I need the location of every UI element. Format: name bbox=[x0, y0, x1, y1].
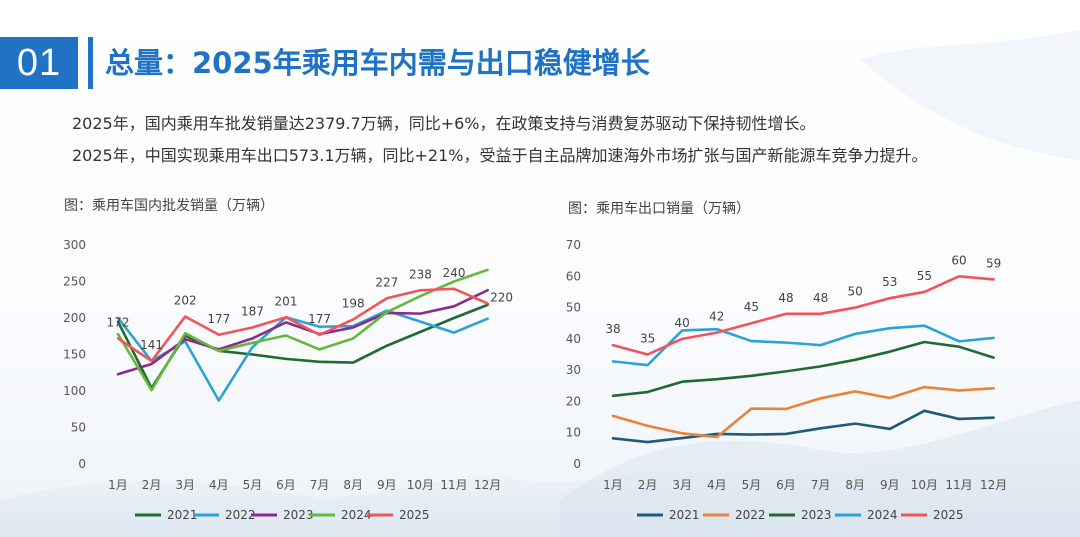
data-label: 35 bbox=[640, 332, 655, 346]
x-tick-label: 2月 bbox=[142, 478, 162, 492]
x-tick-label: 4月 bbox=[707, 478, 727, 492]
section-divider bbox=[88, 37, 93, 89]
data-label: 240 bbox=[443, 266, 466, 280]
x-tick-label: 3月 bbox=[175, 478, 195, 492]
y-tick-label: 50 bbox=[566, 301, 581, 315]
x-tick-label: 10月 bbox=[407, 478, 434, 492]
series-line-2025 bbox=[116, 287, 489, 363]
data-label: 48 bbox=[813, 291, 828, 305]
data-label: 50 bbox=[848, 285, 863, 299]
domestic-sales-chart: 0 50 100 150 200 250 300 1月 2月 3月 4月 5月 6月 7月 8月 9月 10月 1… bbox=[63, 238, 513, 522]
data-label: 220 bbox=[490, 290, 513, 304]
data-label: 38 bbox=[605, 322, 620, 336]
x-tick-label: 5月 bbox=[243, 478, 263, 492]
x-tick-label: 6月 bbox=[276, 478, 296, 492]
legend-label-2023: 2023 bbox=[801, 508, 832, 522]
data-label: 227 bbox=[375, 275, 398, 289]
x-tick-label: 9月 bbox=[377, 478, 397, 492]
data-label: 238 bbox=[409, 267, 432, 281]
x-tick-label: 11月 bbox=[945, 478, 972, 492]
x-tick-label: 2月 bbox=[638, 478, 658, 492]
y-tick-label: 300 bbox=[63, 238, 86, 252]
x-tick-label: 4月 bbox=[209, 478, 229, 492]
data-label: 55 bbox=[917, 269, 932, 283]
legend-label-2024: 2024 bbox=[867, 508, 898, 522]
legend-label-2021: 2021 bbox=[669, 508, 700, 522]
section-number: 01 bbox=[0, 37, 78, 89]
chart-title-domestic: 图：乘用车国内批发销量（万辆） bbox=[64, 198, 274, 214]
data-label: 59 bbox=[986, 256, 1001, 270]
data-label: 172 bbox=[107, 315, 130, 329]
data-label: 45 bbox=[744, 300, 759, 314]
y-tick-label: 30 bbox=[566, 363, 581, 377]
y-tick-label: 250 bbox=[63, 275, 86, 289]
summary-line-export: 2025年，中国实现乘用车出口573.1万辆，同比+21%，受益于自主品牌加速海… bbox=[72, 146, 928, 165]
data-label: 141 bbox=[140, 338, 163, 352]
data-label: 201 bbox=[275, 294, 298, 308]
x-tick-label: 1月 bbox=[603, 478, 623, 492]
series-line-2023 bbox=[611, 340, 995, 398]
y-tick-label: 60 bbox=[566, 269, 581, 283]
x-tick-label: 12月 bbox=[474, 478, 501, 492]
legend-label-2022: 2022 bbox=[735, 508, 766, 522]
x-tick-label: 1月 bbox=[108, 478, 128, 492]
data-label: 198 bbox=[342, 296, 365, 310]
data-label: 60 bbox=[951, 253, 966, 267]
y-tick-label: 100 bbox=[63, 384, 86, 398]
x-tick-label: 3月 bbox=[672, 478, 692, 492]
data-label: 40 bbox=[675, 316, 690, 330]
summary-line-domestic: 2025年，国内乘用车批发销量达2379.7万辆，同比+6%，在政策支持与消费复… bbox=[72, 114, 816, 133]
y-tick-label: 0 bbox=[573, 457, 581, 471]
legend-label-2025: 2025 bbox=[933, 508, 964, 522]
section-header: 01 总量：2025年乘用车内需与出口稳健增长 bbox=[0, 37, 1080, 89]
series-line-2025 bbox=[611, 274, 995, 356]
x-tick-label: 9月 bbox=[880, 478, 900, 492]
legend-label-2021: 2021 bbox=[167, 508, 198, 522]
export-sales-chart: 0 10 20 30 40 50 60 70 1月 2月 3月 4月 5月 6月 7月 8月 9月 10月 11月 1… bbox=[566, 238, 1008, 522]
chart-title-export: 图：乘用车出口销量（万辆） bbox=[568, 201, 750, 217]
x-tick-label: 10月 bbox=[911, 478, 938, 492]
series-line-2022 bbox=[611, 385, 995, 439]
x-tick-label: 7月 bbox=[811, 478, 831, 492]
legend-label-2024: 2024 bbox=[341, 508, 372, 522]
y-tick-label: 200 bbox=[63, 311, 86, 325]
y-tick-label: 10 bbox=[566, 426, 581, 440]
y-tick-label: 20 bbox=[566, 394, 581, 408]
series-line-2021 bbox=[611, 409, 995, 444]
y-tick-label: 0 bbox=[78, 457, 86, 471]
data-label: 42 bbox=[709, 310, 724, 324]
data-label: 53 bbox=[882, 275, 897, 289]
series-line-2024 bbox=[116, 268, 489, 392]
summary-text: 2025年，国内乘用车批发销量达2379.7万辆，同比+6%，在政策支持与消费复… bbox=[72, 112, 1062, 176]
y-tick-label: 50 bbox=[71, 421, 86, 435]
y-tick-label: 40 bbox=[566, 332, 581, 346]
series-line-2024 bbox=[611, 324, 995, 367]
x-tick-label: 8月 bbox=[343, 478, 363, 492]
legend-label-2023: 2023 bbox=[283, 508, 314, 522]
data-label: 177 bbox=[207, 312, 230, 326]
y-tick-label: 150 bbox=[63, 348, 86, 362]
x-tick-label: 11月 bbox=[440, 478, 467, 492]
x-tick-label: 8月 bbox=[845, 478, 865, 492]
data-label: 177 bbox=[308, 312, 331, 326]
page-title: 总量：2025年乘用车内需与出口稳健增长 bbox=[105, 46, 650, 80]
x-tick-label: 5月 bbox=[742, 478, 762, 492]
legend-label-2022: 2022 bbox=[225, 508, 256, 522]
data-label: 48 bbox=[778, 291, 793, 305]
data-label: 187 bbox=[241, 304, 264, 318]
legend-label-2025: 2025 bbox=[399, 508, 430, 522]
x-tick-label: 12月 bbox=[980, 478, 1007, 492]
x-tick-label: 7月 bbox=[310, 478, 330, 492]
x-tick-label: 6月 bbox=[776, 478, 796, 492]
data-label: 202 bbox=[174, 294, 197, 308]
y-tick-label: 70 bbox=[566, 238, 581, 252]
